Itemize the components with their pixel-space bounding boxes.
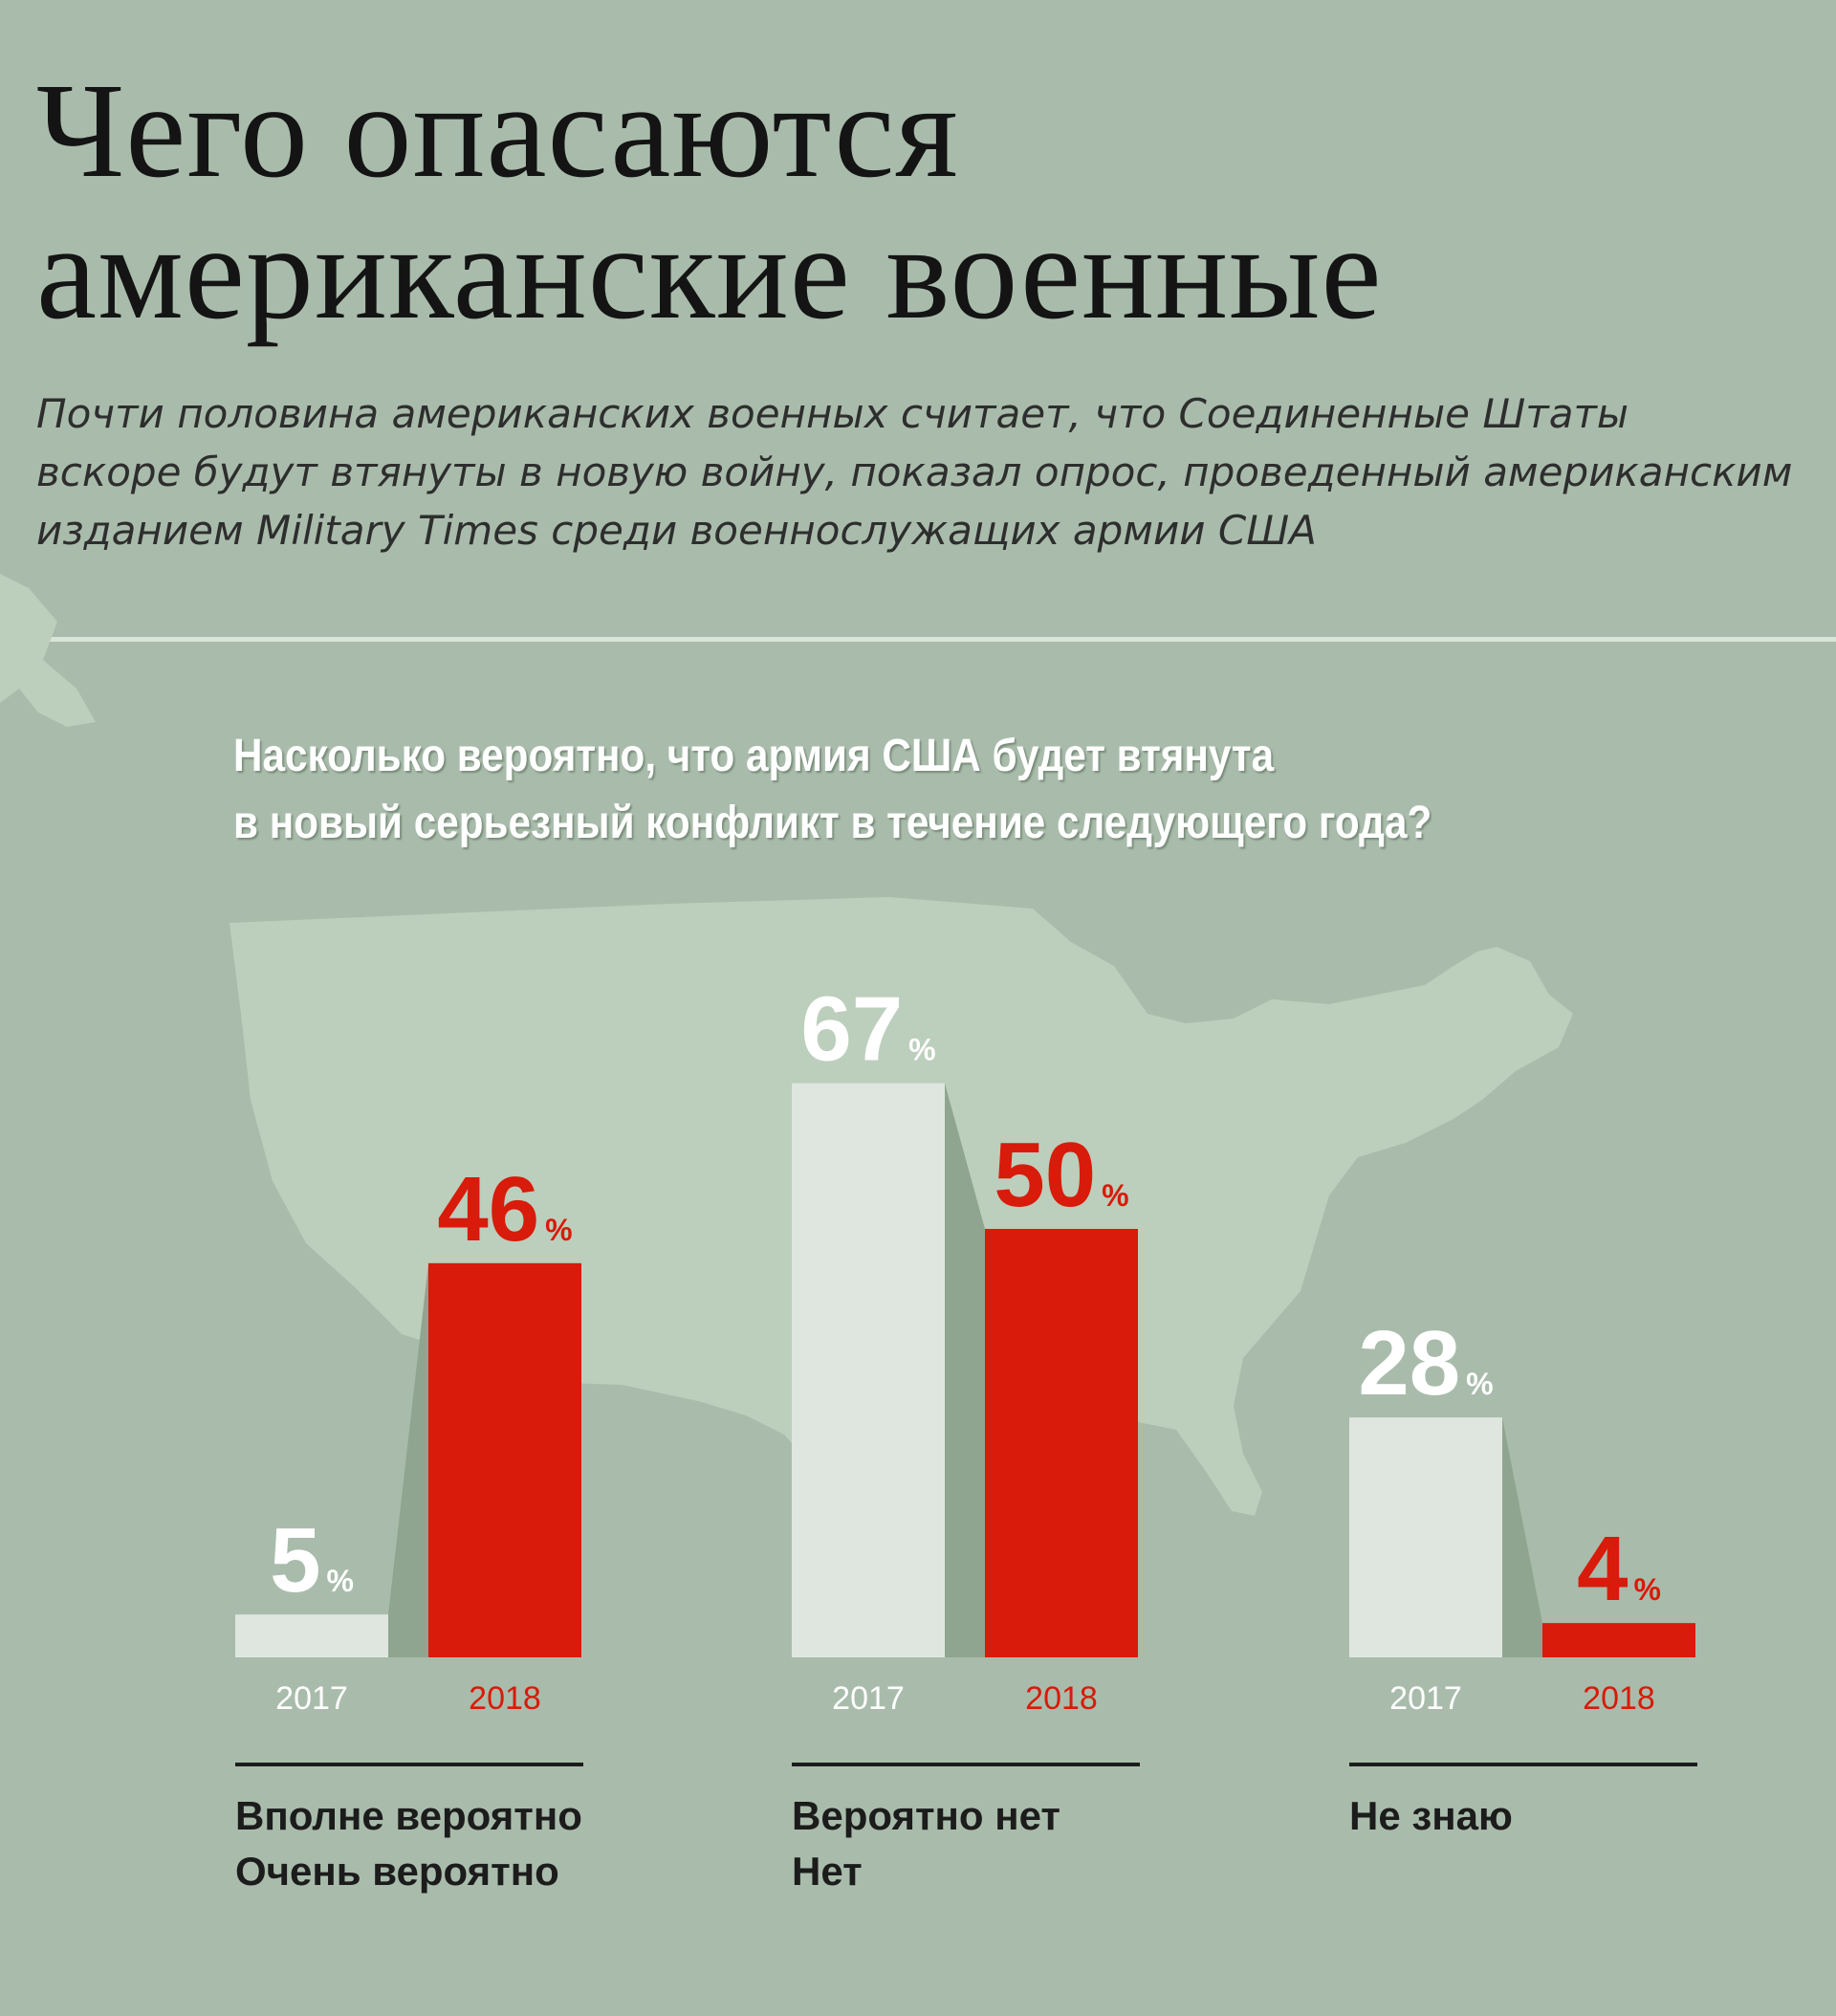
category-label-dont-know: Не знаю (1349, 1788, 1513, 1844)
title-line-2: американские военные (36, 196, 1383, 347)
value-label-unlikely-2017: 67% (800, 978, 935, 1081)
category-divider-3 (1349, 1763, 1697, 1766)
value-label-unlikely-2018: 50% (994, 1124, 1128, 1226)
chart-question: Насколько вероятно, что армия США будет … (233, 723, 1432, 857)
year-label-unlikely-2018: 2018 (1025, 1680, 1098, 1717)
category-label-likely-line-2: Очень вероятно (235, 1849, 559, 1894)
subtitle-line-1: Почти половина американских военных счит… (36, 390, 1629, 437)
page-title: Чего опасаются американские военные (36, 59, 1383, 342)
divider (36, 637, 1836, 642)
category-label-unlikely: Вероятно нет Нет (792, 1788, 1060, 1899)
connector-dont-know (1502, 1417, 1542, 1657)
value-label-likely-2017: 5% (270, 1509, 354, 1611)
value-label-likely-2018: 46% (437, 1158, 572, 1260)
bar-dont-know-2017 (1349, 1417, 1502, 1657)
year-label-likely-2017: 2017 (275, 1680, 348, 1717)
bar-unlikely-2018 (985, 1229, 1138, 1657)
category-label-likely-line-1: Вполне вероятно (235, 1793, 582, 1838)
category-label-dont-know-line-1: Не знаю (1349, 1793, 1513, 1838)
connector-likely (388, 1262, 428, 1657)
chart-question-line-1: Насколько вероятно, что армия США будет … (233, 731, 1275, 781)
year-label-likely-2018: 2018 (469, 1680, 541, 1717)
bar-dont-know-2018 (1542, 1623, 1695, 1657)
title-line-1: Чего опасаются (36, 55, 959, 206)
category-divider-1 (235, 1763, 583, 1766)
category-label-likely: Вполне вероятно Очень вероятно (235, 1788, 582, 1899)
subtitle: Почти половина американских военных счит… (36, 384, 1834, 559)
subtitle-line-2: вскоре будут втянуты в новую войну, пока… (36, 449, 1793, 495)
map-corner-decoration (0, 574, 96, 727)
category-divider-2 (792, 1763, 1140, 1766)
bar-likely-2017 (235, 1614, 388, 1657)
bar-likely-2018 (428, 1262, 581, 1657)
category-label-unlikely-line-1: Вероятно нет (792, 1793, 1060, 1838)
year-label-dont-know-2017: 2017 (1389, 1680, 1462, 1717)
category-label-unlikely-line-2: Нет (792, 1849, 863, 1894)
subtitle-line-3: изданием Military Times среди военнослуж… (36, 507, 1317, 554)
year-label-dont-know-2018: 2018 (1583, 1680, 1655, 1717)
connector-unlikely (945, 1083, 985, 1657)
bar-unlikely-2017 (792, 1083, 945, 1657)
chart-question-line-2: в новый серьезный конфликт в течение сле… (233, 798, 1432, 848)
value-label-dont-know-2017: 28% (1358, 1312, 1493, 1414)
year-label-unlikely-2017: 2017 (832, 1680, 905, 1717)
value-label-dont-know-2018: 4% (1577, 1518, 1661, 1620)
